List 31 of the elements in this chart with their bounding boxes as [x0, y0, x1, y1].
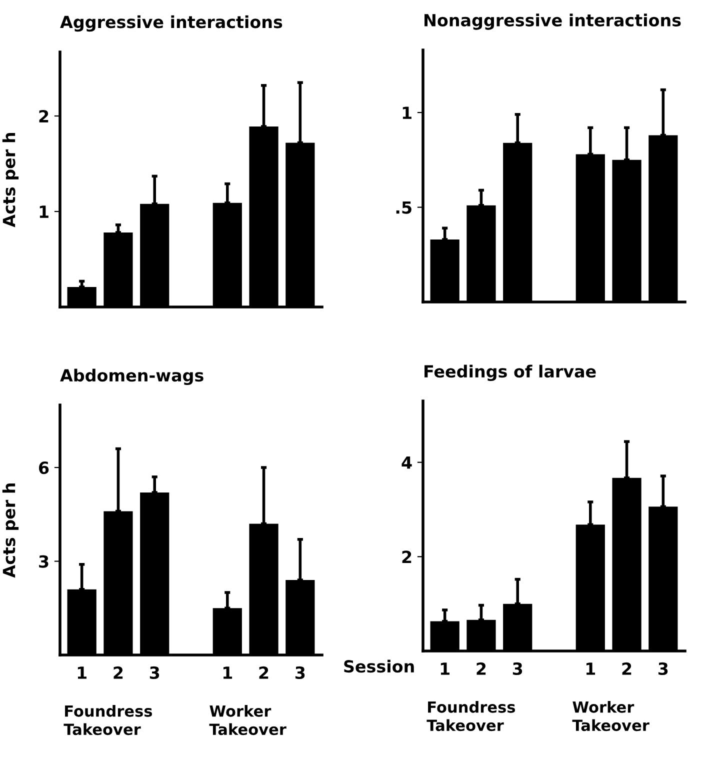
y-tick-label: 1: [40, 206, 48, 218]
y-tick-label: 1: [402, 106, 412, 119]
y-tick-label: 2: [39, 110, 48, 122]
x-tick-label: 3: [512, 662, 522, 676]
x-tick-label: 2: [259, 666, 268, 679]
chart-title: Abdomen-wags: [60, 368, 204, 385]
x-tick-label: 3: [295, 666, 305, 680]
text: Foundress Takeover: [64, 705, 152, 736]
x-tick-label: 3: [658, 662, 668, 676]
x-tick-label: 1: [440, 662, 450, 675]
chart-title: Feedings of larvae: [424, 364, 596, 381]
y-tick-label: .5: [396, 201, 412, 214]
y-tick-label: 4: [402, 456, 412, 469]
x-tick-label: 2: [476, 662, 486, 675]
x-tick-label: 3: [150, 666, 160, 680]
x-tick-label: 2: [114, 666, 123, 679]
x-tick-label: 1: [223, 666, 232, 679]
x-tick-label: 1: [78, 666, 86, 679]
y-axis-title: Acts per h: [2, 133, 19, 228]
x-axis-title: Session: [344, 660, 414, 673]
text: Worker Takeover: [572, 701, 650, 732]
text: Worker Takeover: [209, 705, 286, 736]
y-tick-label: 3: [39, 555, 48, 568]
x-tick-label: 1: [586, 662, 596, 675]
chart-title: Aggressive interactions: [60, 15, 282, 32]
x-tick-label: 2: [622, 662, 632, 675]
y-axis-title: Acts per h: [2, 484, 19, 578]
y-tick-label: 2: [402, 550, 412, 563]
text: Foundress Takeover: [426, 701, 516, 732]
chart-title: Nonaggressive interactions: [424, 14, 681, 30]
y-tick-label: 6: [39, 461, 49, 474]
